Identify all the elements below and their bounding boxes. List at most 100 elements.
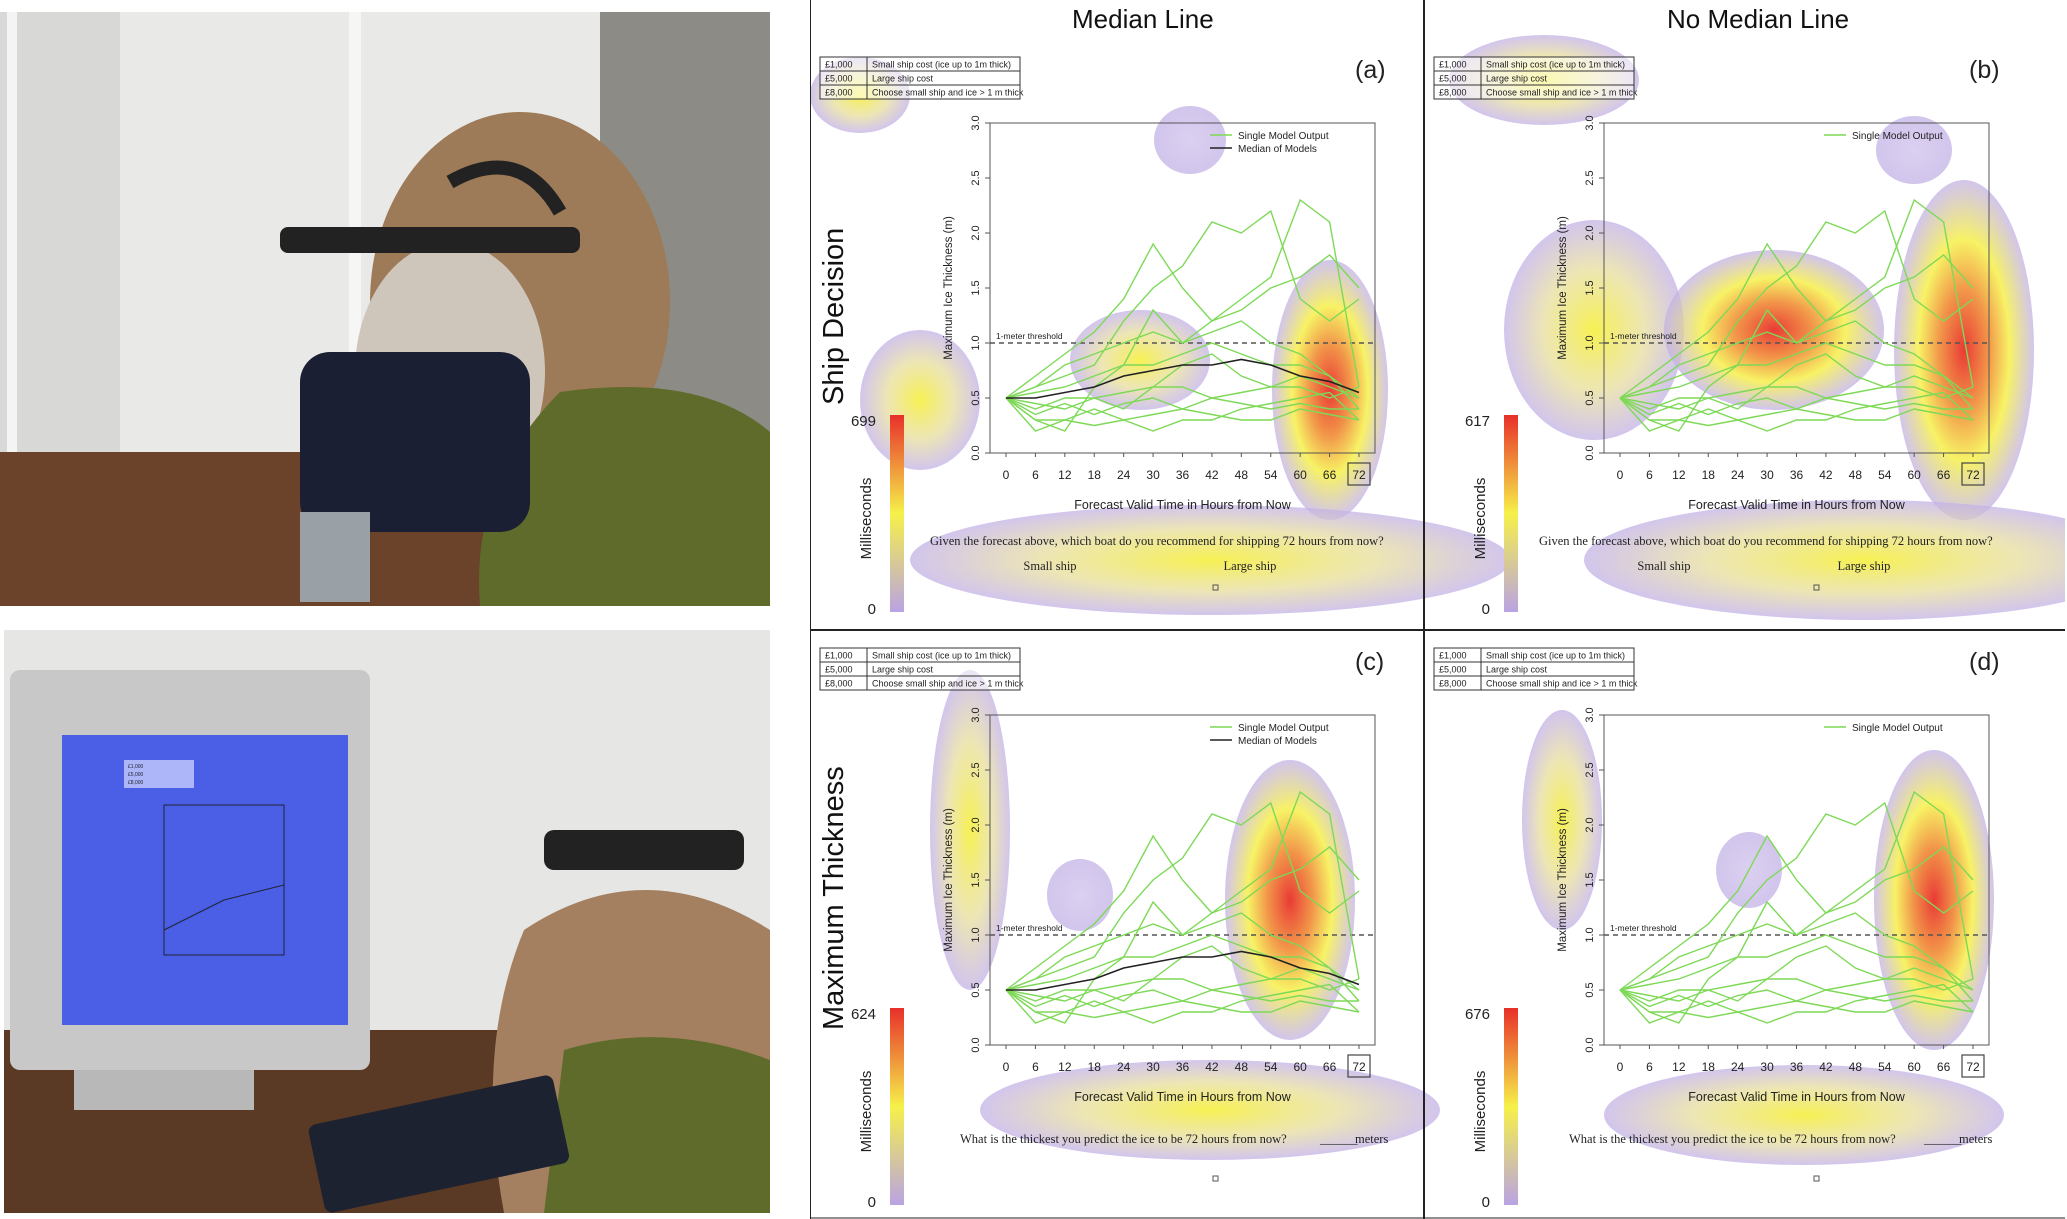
color-scale-min: 0 bbox=[868, 601, 876, 618]
panel-label: (d) bbox=[1969, 648, 2000, 676]
x-tick-label: 30 bbox=[1760, 468, 1774, 482]
x-tick-label: 18 bbox=[1088, 468, 1102, 482]
color-scale-label: Milliseconds bbox=[1472, 1071, 1489, 1153]
panel-d: £1,000 Small ship cost (ice up to 1m thic… bbox=[1433, 647, 2004, 1211]
legend-label-median: Median of Models bbox=[1238, 736, 1317, 747]
heat-blob bbox=[1584, 500, 2065, 620]
cost-description: Choose small ship and ice > 1 m thick bbox=[872, 679, 1024, 689]
center-marker bbox=[1212, 584, 1219, 591]
x-tick-label: 66 bbox=[1323, 468, 1337, 482]
cost-table-border bbox=[1433, 647, 1635, 691]
color-scale-label: Milliseconds bbox=[1472, 478, 1489, 560]
single-model-line bbox=[1619, 934, 1974, 991]
x-tick-label: 6 bbox=[1032, 1060, 1039, 1074]
heat-blob bbox=[1070, 310, 1210, 410]
y-tick-label: 2.0 bbox=[970, 225, 982, 240]
heat-blob bbox=[1047, 859, 1113, 931]
question-ship: Given the forecast above, which boat do … bbox=[930, 534, 1384, 548]
y-tick-label: 1.0 bbox=[970, 335, 982, 350]
legend: Single Model Output bbox=[1824, 723, 1943, 734]
x-tick-label: 42 bbox=[1205, 1060, 1219, 1074]
x-tick-label: 18 bbox=[1702, 1060, 1716, 1074]
x-tick-label: 54 bbox=[1264, 468, 1278, 482]
x-tick-label: 48 bbox=[1235, 1060, 1249, 1074]
x-tick-label: 66 bbox=[1323, 1060, 1337, 1074]
x-tick-label: 18 bbox=[1088, 1060, 1102, 1074]
panel-c: £1,000 Small ship cost (ice up to 1m thic… bbox=[819, 647, 1440, 1211]
option-large-ship: Large ship bbox=[1838, 559, 1891, 573]
cost-table: £1,000 Small ship cost (ice up to 1m thic… bbox=[1433, 647, 1638, 691]
heat-blob bbox=[980, 1060, 1440, 1160]
cost-table-border bbox=[1433, 56, 1635, 100]
option-small-ship: Small ship bbox=[1023, 559, 1076, 573]
x-tick-label: 72 bbox=[1966, 468, 1980, 482]
single-model-line bbox=[1619, 989, 1973, 1008]
x-tick-label: 42 bbox=[1205, 468, 1219, 482]
legend-label-median: Median of Models bbox=[1238, 144, 1317, 155]
single-model-line bbox=[1619, 912, 1974, 1002]
x-tick-label: 42 bbox=[1819, 468, 1833, 482]
y-tick-label: 2.0 bbox=[1584, 225, 1596, 240]
cost-table: £1,000 Small ship cost (ice up to 1m thic… bbox=[819, 56, 1024, 100]
line-chart: 0.0 0.5 1.0 1.5 2.0 2.5 3.0 0 6 12 18 24 30 36 42 48 54 6… bbox=[1557, 115, 1990, 512]
color-scale-min: 0 bbox=[868, 1194, 876, 1211]
panel-label: (c) bbox=[1355, 648, 1384, 676]
x-tick-label: 12 bbox=[1672, 468, 1686, 482]
column-title-median: Median Line bbox=[1072, 4, 1214, 34]
cost-amount: £8,000 bbox=[1439, 88, 1467, 98]
photo-eye-tracker-side bbox=[0, 12, 770, 606]
y-tick-label: 0.0 bbox=[1584, 1037, 1596, 1052]
line-chart: 0.0 0.5 1.0 1.5 2.0 2.5 3.0 0 6 12 18 24 30 36 42 48 54 6… bbox=[943, 707, 1376, 1104]
x-axis-label: Forecast Valid Time in Hours from Now bbox=[1074, 498, 1291, 512]
y-tick-label: 0.5 bbox=[970, 982, 982, 997]
y-tick-label: 3.0 bbox=[970, 707, 982, 722]
y-axis-label: Maximum Ice Thickness (m) bbox=[1557, 808, 1569, 952]
cost-amount: £5,000 bbox=[825, 74, 853, 84]
color-scale-max: 699 bbox=[851, 413, 876, 430]
single-model-line bbox=[1619, 945, 1974, 1002]
single-model-line bbox=[1005, 912, 1360, 1002]
x-axis-label: Forecast Valid Time in Hours from Now bbox=[1074, 1090, 1291, 1104]
question-thickness: What is the thickest you predict the ice… bbox=[1569, 1132, 1896, 1146]
color-scale-bar bbox=[1504, 415, 1518, 612]
cost-description: Large ship cost bbox=[872, 665, 934, 675]
cost-amount: £5,000 bbox=[1439, 665, 1467, 675]
option-large-ship: Large ship bbox=[1224, 559, 1277, 573]
cost-amount: £8,000 bbox=[825, 88, 853, 98]
legend: Single Model Output bbox=[1824, 131, 1943, 142]
single-model-line bbox=[1619, 801, 1974, 991]
y-tick-label: 1.5 bbox=[970, 872, 982, 887]
cost-description: Small ship cost (ice up to 1m thick) bbox=[872, 60, 1011, 70]
single-model-line bbox=[1619, 391, 1974, 432]
x-tick-label: 24 bbox=[1731, 1060, 1745, 1074]
threshold-label: 1-meter threshold bbox=[996, 923, 1063, 933]
heat-blob bbox=[860, 330, 980, 470]
x-tick-72-box bbox=[1347, 1054, 1371, 1078]
cost-amount: £5,000 bbox=[1439, 74, 1467, 84]
center-marker bbox=[1212, 1175, 1219, 1182]
color-scale-bar bbox=[890, 415, 904, 612]
y-tick-label: 2.5 bbox=[970, 170, 982, 185]
y-tick-label: 3.0 bbox=[1584, 115, 1596, 130]
x-tick-label: 54 bbox=[1878, 1060, 1892, 1074]
x-tick-label: 24 bbox=[1117, 1060, 1131, 1074]
x-tick-72-box bbox=[1347, 462, 1371, 486]
single-model-line bbox=[1005, 989, 1359, 1008]
heat-blob bbox=[1604, 1065, 2004, 1165]
cost-description: Choose small ship and ice > 1 m thick bbox=[872, 88, 1024, 98]
y-tick-label: 2.0 bbox=[1584, 817, 1596, 832]
y-tick-label: 0.5 bbox=[1584, 982, 1596, 997]
x-tick-label: 6 bbox=[1646, 1060, 1653, 1074]
x-tick-72-box bbox=[1961, 1054, 1985, 1078]
legend-label-single: Single Model Output bbox=[1238, 131, 1329, 142]
color-scale-bar bbox=[890, 1008, 904, 1205]
question-thickness: What is the thickest you predict the ice… bbox=[960, 1132, 1287, 1146]
x-tick-72-box bbox=[1961, 462, 1985, 486]
heat-blob bbox=[910, 505, 1510, 615]
x-tick-label: 6 bbox=[1032, 468, 1039, 482]
y-axis-label: Maximum Ice Thickness (m) bbox=[943, 216, 955, 360]
x-tick-label: 12 bbox=[1672, 1060, 1686, 1074]
x-tick-label: 54 bbox=[1878, 468, 1892, 482]
legend-label-single: Single Model Output bbox=[1238, 723, 1329, 734]
x-tick-label: 0 bbox=[1003, 1060, 1010, 1074]
